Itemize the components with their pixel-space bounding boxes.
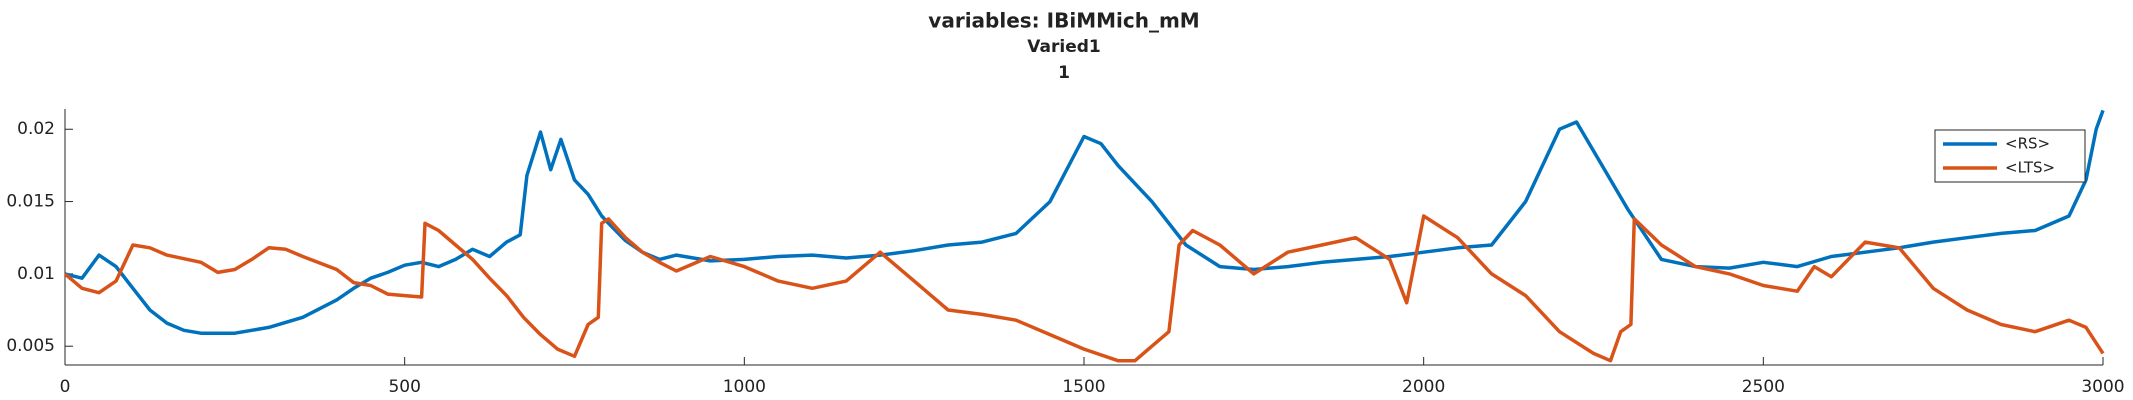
x-tick-label: 0 [60, 377, 71, 397]
series-line [63, 214, 2105, 363]
x-tick-label: 2500 [1742, 377, 1785, 397]
legend-box [1934, 129, 2086, 183]
x-tick-label: 2000 [1402, 377, 1445, 397]
y-tick-label: 0.02 [17, 119, 55, 139]
chart-subtitle: 1 [1058, 63, 1070, 83]
y-tick-label: 0.005 [6, 336, 55, 356]
y-tick-label: 0.01 [17, 264, 55, 284]
y-tick-label: 0.015 [6, 192, 55, 212]
x-tick-label: 500 [388, 377, 420, 397]
series-line [64, 109, 2105, 335]
legend-label: <RS> [2005, 135, 2050, 153]
chart-subtitle: Varied1 [1027, 37, 1100, 57]
x-tick-label: 3000 [2081, 377, 2124, 397]
x-tick-label: 1500 [1062, 377, 1105, 397]
legend-label: <LTS> [2005, 159, 2055, 177]
x-tick-label: 1000 [723, 377, 766, 397]
chart-title: variables: IBiMMich_mM [928, 9, 1199, 33]
